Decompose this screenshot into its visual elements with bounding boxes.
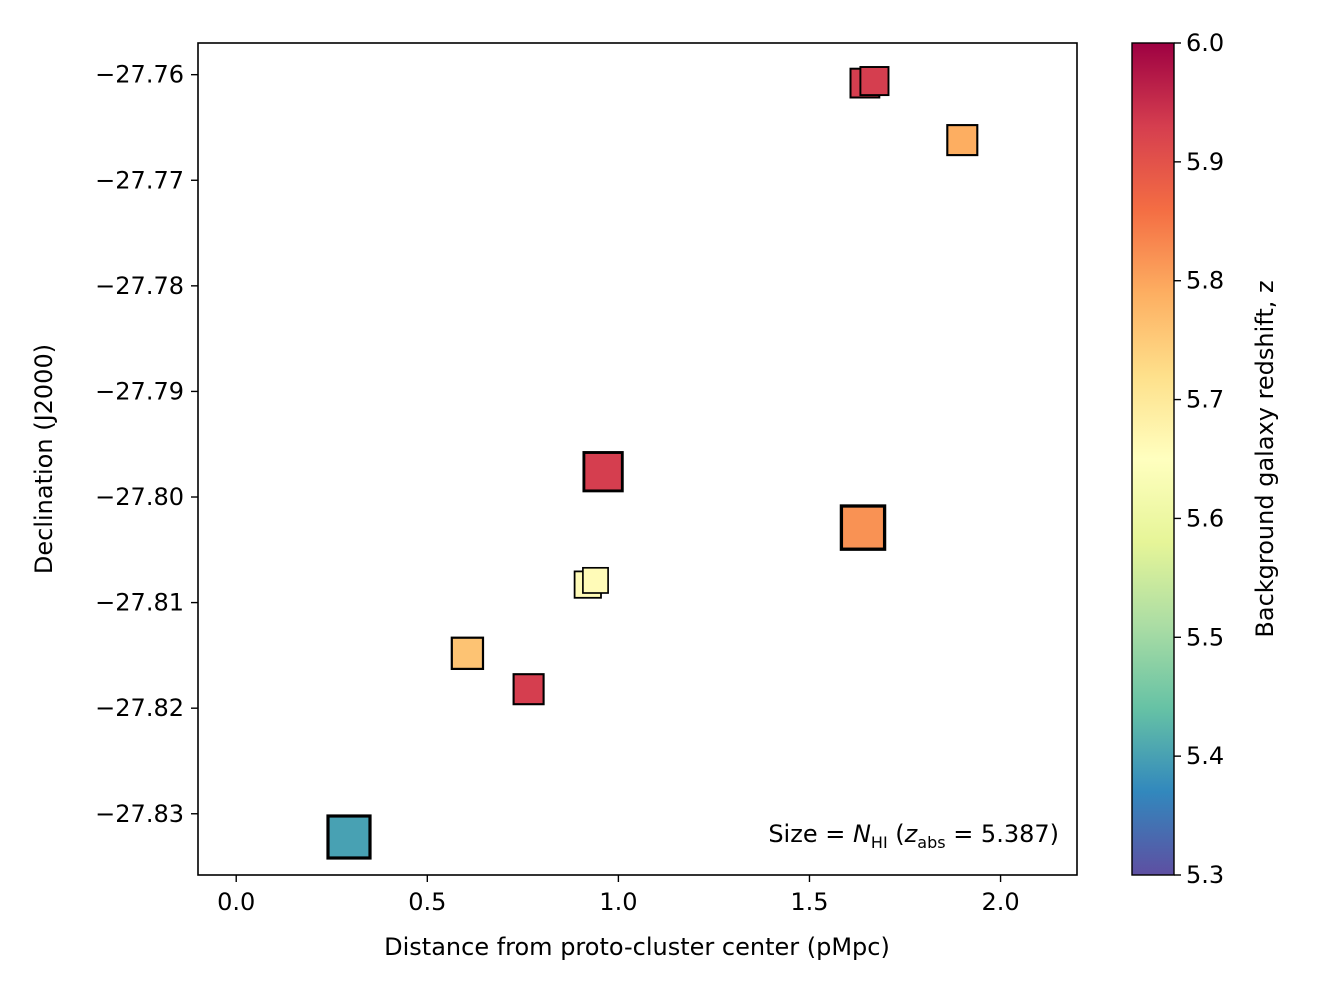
y-tick-label: −27.79 xyxy=(95,377,184,405)
y-tick-label: −27.82 xyxy=(95,694,184,722)
colorbar-tick-label: 5.7 xyxy=(1186,386,1224,414)
colorbar-tick-label: 5.3 xyxy=(1186,861,1224,889)
data-points xyxy=(326,66,979,860)
colorbar-tick-label: 5.5 xyxy=(1186,623,1224,651)
y-axis-label: Declination (J2000) xyxy=(30,344,58,574)
colorbar-tick-label: 5.4 xyxy=(1186,742,1224,770)
x-tick-label: 1.0 xyxy=(599,888,637,916)
data-point xyxy=(859,66,890,97)
x-tick-label: 1.5 xyxy=(790,888,828,916)
x-axis-label: Distance from proto-cluster center (pMpc… xyxy=(384,933,890,961)
y-tick-label: −27.81 xyxy=(95,589,184,617)
data-point xyxy=(326,814,372,860)
data-point xyxy=(582,566,609,594)
colorbar-frame xyxy=(1131,42,1175,876)
x-axis-ticks: 0.0 0.5 1.0 1.5 2.0 xyxy=(217,875,1020,916)
data-point xyxy=(512,673,545,706)
colorbar-tick-label: 5.8 xyxy=(1186,267,1224,295)
size-annotation: Size = NHI (zabs = 5.387) xyxy=(768,820,1059,852)
colorbar-tick-label: 5.6 xyxy=(1186,504,1224,532)
y-tick-label: −27.76 xyxy=(95,61,184,89)
colorbar-label: Background galaxy redshift, z xyxy=(1251,280,1279,637)
colorbar-tick-label: 6.0 xyxy=(1186,29,1224,57)
plot-area-frame xyxy=(197,42,1078,876)
data-point xyxy=(450,636,485,671)
y-tick-label: −27.80 xyxy=(95,483,184,511)
colorbar xyxy=(1132,43,1174,875)
y-tick-label: −27.83 xyxy=(95,800,184,828)
colorbar-ticks: 5.3 5.4 5.5 5.6 5.7 5.8 5.9 6.0 xyxy=(1174,29,1224,889)
data-point xyxy=(582,451,624,493)
y-axis-ticks: −27.76 −27.77 −27.78 −27.79 −27.80 −27.81 −27.… xyxy=(95,61,198,828)
colorbar-tick-label: 5.9 xyxy=(1186,148,1224,176)
x-tick-label: 0.0 xyxy=(217,888,255,916)
y-tick-label: −27.78 xyxy=(95,272,184,300)
y-tick-label: −27.77 xyxy=(95,166,184,194)
x-tick-label: 2.0 xyxy=(981,888,1019,916)
x-tick-label: 0.5 xyxy=(408,888,446,916)
data-point xyxy=(839,504,887,551)
data-point xyxy=(946,124,979,157)
